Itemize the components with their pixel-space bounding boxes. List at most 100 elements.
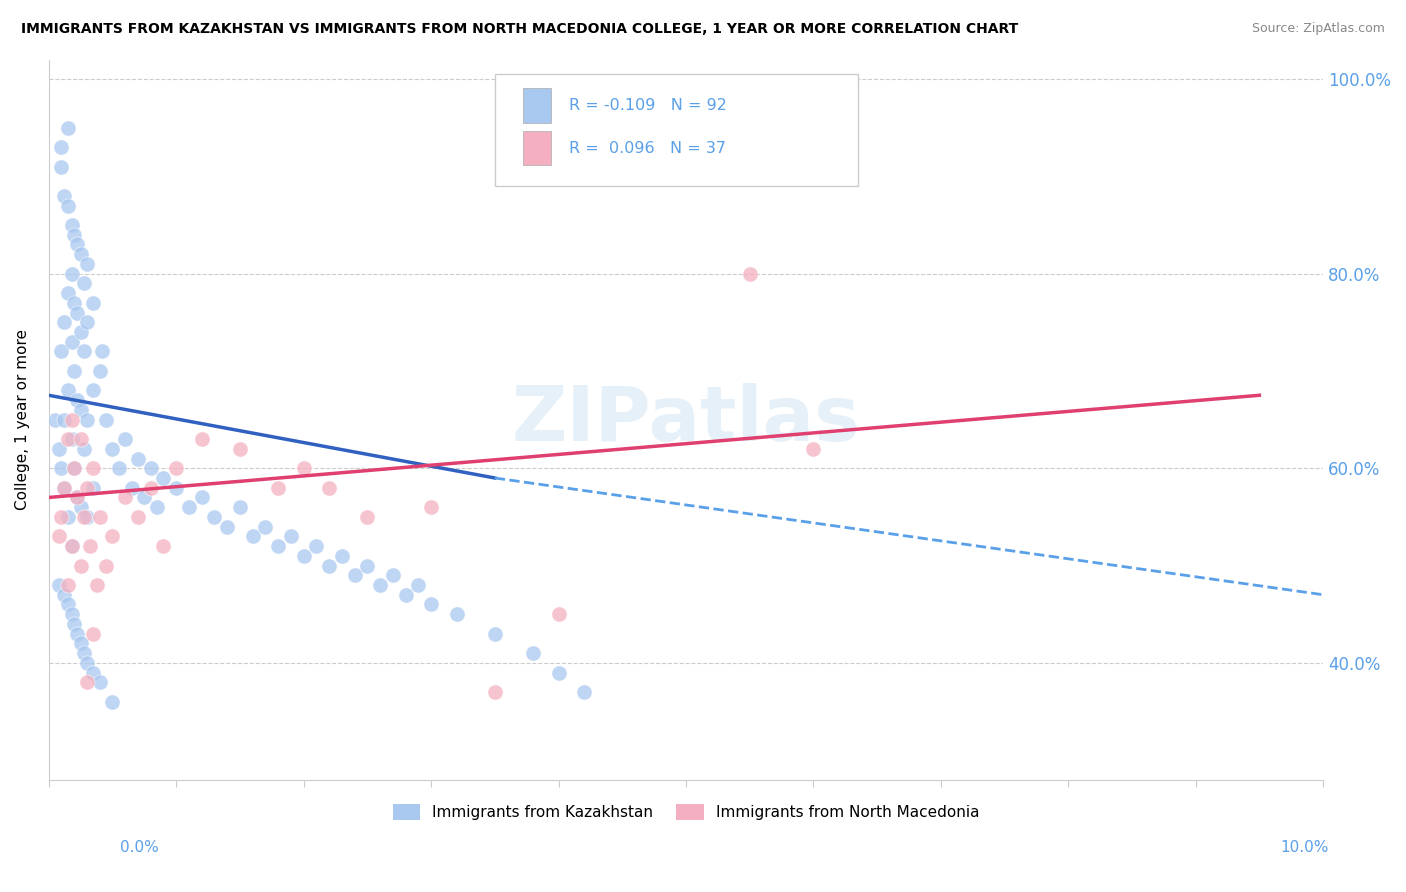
Point [73,277,96,291]
Point [73,646,96,660]
Point [51,160,73,174]
Point [82,461,104,475]
Point [114,491,136,505]
Point [56,198,79,212]
Point [66,393,89,408]
Point [76,257,98,271]
Point [229,442,252,456]
Point [114,432,136,446]
Point [56,286,79,301]
Point [82,296,104,310]
Point [89,364,111,378]
Point [446,607,468,622]
Point [73,509,96,524]
Point [69,432,91,446]
Point [572,685,595,699]
Point [547,607,569,622]
Point [48,578,70,592]
Point [267,539,290,553]
Point [420,500,443,515]
Point [82,481,104,495]
Y-axis label: College, 1 year or more: College, 1 year or more [15,329,30,510]
Point [356,509,378,524]
Text: 10.0%: 10.0% [1281,840,1329,855]
Point [280,529,302,543]
Point [76,481,98,495]
Point [66,491,89,505]
Point [101,529,124,543]
Point [56,598,79,612]
Point [53,588,76,602]
Point [56,432,79,446]
Text: IMMIGRANTS FROM KAZAKHSTAN VS IMMIGRANTS FROM NORTH MACEDONIA COLLEGE, 1 YEAR OR: IMMIGRANTS FROM KAZAKHSTAN VS IMMIGRANTS… [21,22,1018,37]
Point [53,481,76,495]
Point [254,519,277,533]
Point [76,675,98,690]
Point [101,695,124,709]
Point [146,500,169,515]
Point [60,334,83,349]
Point [82,626,104,640]
Point [82,384,104,398]
Point [89,675,111,690]
Point [66,626,89,640]
Legend: Immigrants from Kazakhstan, Immigrants from North Macedonia: Immigrants from Kazakhstan, Immigrants f… [387,797,986,826]
Point [66,237,89,252]
Point [56,384,79,398]
Point [53,481,76,495]
Point [69,636,91,650]
Text: R = -0.109   N = 92: R = -0.109 N = 92 [568,98,727,113]
Point [127,509,149,524]
Text: Source: ZipAtlas.com: Source: ZipAtlas.com [1251,22,1385,36]
Point [63,461,86,475]
FancyBboxPatch shape [523,131,551,165]
Point [381,568,404,582]
Point [177,500,200,515]
Point [69,402,91,417]
Point [66,305,89,319]
Point [242,529,264,543]
Point [343,568,366,582]
Point [76,656,98,670]
Point [73,442,96,456]
Point [408,578,430,592]
Point [484,685,506,699]
Point [292,549,315,563]
Point [121,481,143,495]
Point [73,344,96,359]
Point [101,442,124,456]
Point [76,509,98,524]
Point [60,539,83,553]
Point [139,481,162,495]
Point [134,491,156,505]
Point [79,539,101,553]
Point [60,607,83,622]
Point [394,588,416,602]
Point [53,189,76,203]
Point [60,267,83,281]
Point [165,461,187,475]
Point [53,412,76,426]
Point [69,325,91,339]
Point [356,558,378,573]
Point [60,539,83,553]
Point [139,461,162,475]
Point [51,140,73,154]
Point [368,578,391,592]
Point [484,626,506,640]
Point [69,500,91,515]
FancyBboxPatch shape [523,88,551,123]
FancyBboxPatch shape [495,74,858,186]
Point [48,529,70,543]
Text: ZIPatlas: ZIPatlas [512,383,860,457]
Point [60,432,83,446]
Point [91,344,114,359]
Point [89,509,111,524]
Point [803,442,825,456]
Point [108,461,131,475]
Point [76,315,98,329]
Point [51,461,73,475]
Point [318,481,340,495]
Text: 0.0%: 0.0% [120,840,159,855]
Point [63,461,86,475]
